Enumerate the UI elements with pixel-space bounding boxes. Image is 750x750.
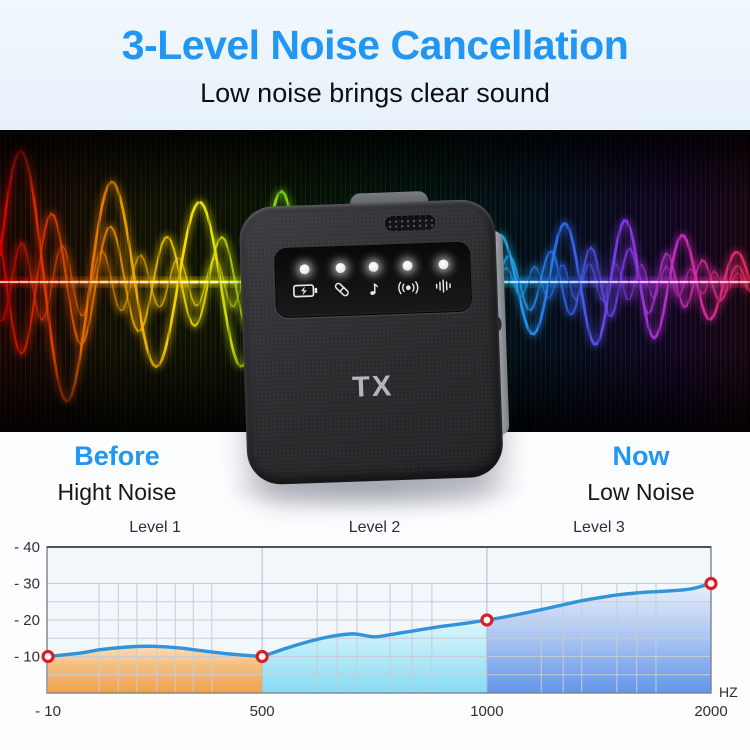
device-label: TX: [351, 370, 394, 404]
svg-text:Level 2: Level 2: [349, 519, 401, 536]
led-dot: [402, 260, 413, 271]
volume-bars-led: [433, 259, 454, 296]
now-title: Now: [612, 441, 670, 471]
grid: [47, 583, 711, 693]
noise-curve: [46, 581, 713, 659]
tx-device: TX: [238, 189, 510, 486]
led-dot: [367, 261, 379, 273]
svg-text:- 30: - 30: [14, 576, 40, 593]
mic-grille-icon: [384, 214, 436, 232]
now-subtitle: Low Noise: [587, 479, 695, 505]
link-led: [331, 262, 352, 300]
before-title: Before: [74, 441, 160, 471]
svg-text:Level 1: Level 1: [129, 519, 181, 536]
led-dot: [335, 262, 346, 274]
data-markers: [41, 576, 718, 664]
noise-reduction-led: [396, 260, 421, 297]
svg-text:- 20: - 20: [14, 612, 40, 629]
link-icon: [332, 280, 352, 300]
svg-text:Level 3: Level 3: [573, 519, 625, 536]
noise-level-chart: - 40 - 30 - 20 - 10 - 10 500 1000 2000 HZ Level 1…: [14, 519, 738, 720]
svg-text:HZ: HZ: [719, 684, 738, 700]
music-note-led: [364, 261, 383, 299]
volume-bars-icon: [434, 276, 455, 296]
music-note-icon: [364, 279, 383, 299]
before-subtitle: Hight Noise: [57, 479, 177, 505]
header: 3-Level Noise Cancellation Low noise bri…: [0, 0, 750, 130]
page-subtitle: Low noise brings clear sound: [200, 77, 550, 108]
section-labels: Level 1 Level 2 Level 3: [129, 519, 625, 536]
axis-labels: - 40 - 30 - 20 - 10 - 10 500 1000 2000 HZ: [14, 539, 738, 720]
svg-text:500: 500: [250, 703, 275, 720]
led-dot: [438, 259, 449, 270]
led-panel: [273, 241, 473, 319]
noise-reduction-icon: [396, 277, 421, 297]
svg-text:2000: 2000: [694, 703, 727, 720]
svg-text:- 10: - 10: [35, 703, 61, 720]
device-body: TX: [238, 198, 504, 486]
svg-text:- 10: - 10: [14, 649, 40, 666]
led-dot: [299, 264, 310, 275]
page-title: 3-Level Noise Cancellation: [121, 21, 629, 68]
battery-led: [291, 264, 318, 301]
svg-text:1000: 1000: [470, 703, 503, 720]
battery-icon: [292, 281, 319, 301]
now-label-group: Now Low Noise: [556, 441, 726, 506]
before-label-group: Before Hight Noise: [32, 441, 202, 506]
svg-text:- 40: - 40: [14, 539, 40, 556]
